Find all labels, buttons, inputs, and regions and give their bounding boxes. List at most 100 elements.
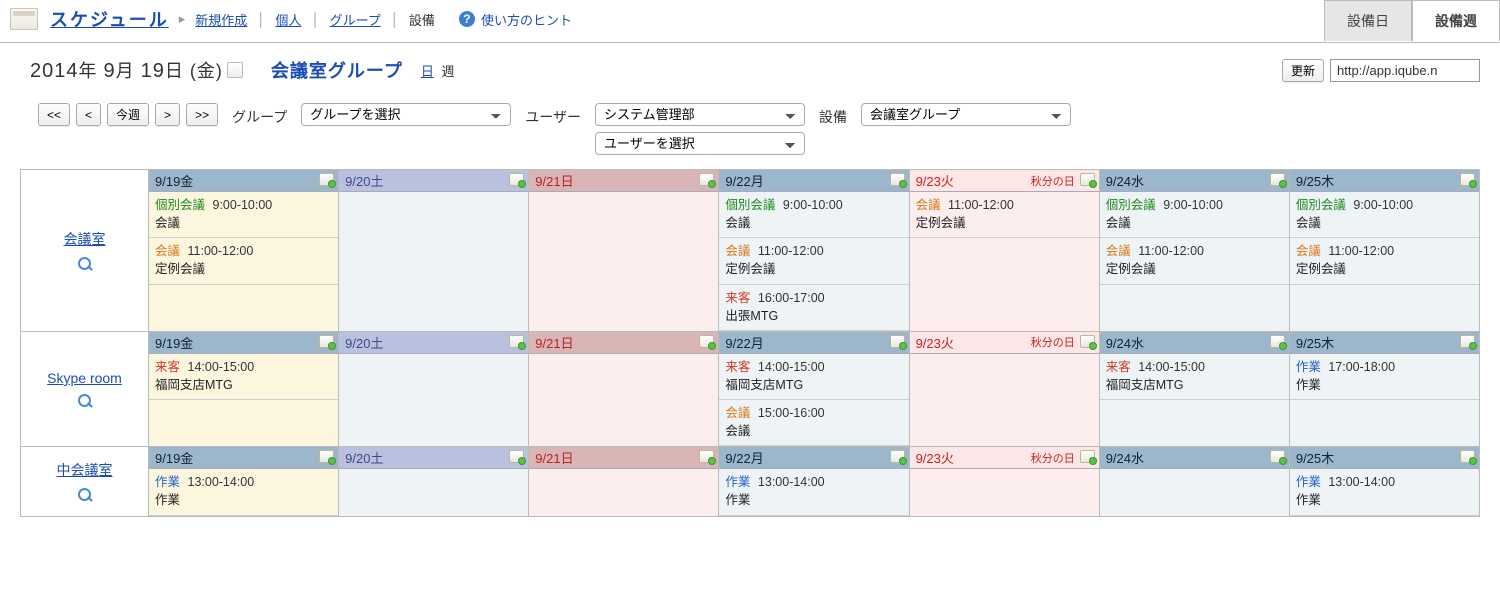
event[interactable]: 来客 14:00-15:00福岡支店MTG [149, 354, 338, 400]
event[interactable]: 作業 13:00-14:00作業 [149, 469, 338, 515]
day-column: 9/19金来客 14:00-15:00福岡支店MTG [149, 332, 339, 448]
add-event-icon[interactable] [1460, 173, 1475, 186]
url-field[interactable]: http://app.iqube.n [1330, 59, 1480, 82]
add-event-icon[interactable] [319, 450, 334, 463]
add-event-icon[interactable] [890, 335, 905, 348]
facility-select[interactable]: 会議室グループ [861, 103, 1071, 126]
day-header: 9/22月 [719, 447, 908, 469]
add-event-icon[interactable] [890, 450, 905, 463]
nav-today[interactable]: 今週 [107, 103, 149, 126]
nav-last[interactable]: >> [186, 103, 218, 126]
room-link[interactable]: 会議室 [64, 229, 106, 249]
user-dept-select[interactable]: システム管理部 [595, 103, 805, 126]
event[interactable]: 会議 11:00-12:00定例会議 [1290, 238, 1479, 284]
add-event-icon[interactable] [1460, 335, 1475, 348]
add-event-icon[interactable] [1080, 335, 1095, 348]
event[interactable]: 会議 11:00-12:00定例会議 [910, 192, 1099, 238]
topbar: スケジュール ▸ 新規作成 │ 個人 │ グループ │ 設備 ? 使い方のヒント… [0, 0, 1500, 43]
day-header: 9/25木 [1290, 332, 1479, 354]
event-time: 11:00-12:00 [1135, 244, 1204, 258]
add-event-icon[interactable] [1270, 335, 1285, 348]
add-event-icon[interactable] [699, 173, 714, 186]
event-time: 16:00-17:00 [754, 291, 824, 305]
event-time: 17:00-18:00 [1325, 360, 1395, 374]
add-event-icon[interactable] [1270, 173, 1285, 186]
day-body: 個別会議 9:00-10:00会議会議 11:00-12:00定例会議 [1100, 192, 1289, 331]
event[interactable]: 会議 11:00-12:00定例会議 [149, 238, 338, 284]
event-time: 9:00-10:00 [209, 198, 272, 212]
event[interactable]: 会議 15:00-16:00会議 [719, 400, 908, 446]
event-tag: 個別会議 [1296, 198, 1346, 212]
add-event-icon[interactable] [1080, 173, 1095, 186]
add-event-icon[interactable] [509, 335, 524, 348]
day-column: 9/24水個別会議 9:00-10:00会議会議 11:00-12:00定例会議 [1100, 170, 1290, 332]
day-header: 9/22月 [719, 332, 908, 354]
add-event-icon[interactable] [699, 335, 714, 348]
event[interactable]: 来客 14:00-15:00福岡支店MTG [1100, 354, 1289, 400]
nav-prev[interactable]: < [76, 103, 101, 126]
search-icon[interactable] [78, 488, 92, 502]
event[interactable]: 会議 11:00-12:00定例会議 [719, 238, 908, 284]
day-column: 9/19金作業 13:00-14:00作業 [149, 447, 339, 516]
day-body: 個別会議 9:00-10:00会議会議 11:00-12:00定例会議来客 16… [719, 192, 908, 331]
group-select[interactable]: グループを選択 [301, 103, 511, 126]
add-event-icon[interactable] [699, 450, 714, 463]
add-event-icon[interactable] [319, 335, 334, 348]
add-event-icon[interactable] [319, 173, 334, 186]
tab-facility-day[interactable]: 設備日 [1324, 0, 1412, 41]
day-label: 9/21日 [535, 333, 573, 352]
nav-personal[interactable]: 個人 [275, 10, 301, 29]
calendar-icon [10, 8, 38, 30]
day-header: 9/19金 [149, 170, 338, 192]
day-label: 9/22月 [725, 171, 763, 190]
day-label: 9/19金 [155, 448, 193, 467]
event[interactable]: 会議 11:00-12:00定例会議 [1100, 238, 1289, 284]
add-event-icon[interactable] [1460, 450, 1475, 463]
event[interactable]: 来客 14:00-15:00福岡支店MTG [719, 354, 908, 400]
event[interactable]: 個別会議 9:00-10:00会議 [1100, 192, 1289, 238]
event-tag: 会議 [1106, 244, 1131, 258]
day-label: 9/25木 [1296, 171, 1334, 190]
add-event-icon[interactable] [890, 173, 905, 186]
view-toggle: 日 週 [421, 61, 455, 80]
day-column: 9/19金個別会議 9:00-10:00会議会議 11:00-12:00定例会議 [149, 170, 339, 332]
event[interactable]: 個別会議 9:00-10:00会議 [1290, 192, 1479, 238]
room-link[interactable]: Skype room [47, 370, 122, 386]
user-select[interactable]: ユーザーを選択 [595, 132, 805, 155]
search-icon[interactable] [78, 394, 92, 408]
nav-next[interactable]: > [155, 103, 180, 126]
day-label: 9/23火 [916, 333, 954, 352]
update-button[interactable]: 更新 [1282, 59, 1324, 82]
add-event-icon[interactable] [1270, 450, 1285, 463]
add-event-icon[interactable] [509, 173, 524, 186]
room-link[interactable]: 中会議室 [57, 460, 113, 480]
day-body [339, 469, 528, 515]
day-label: 9/24水 [1106, 171, 1144, 190]
datepicker-icon[interactable] [227, 62, 243, 78]
day-column: 9/25木作業 17:00-18:00作業 [1290, 332, 1480, 448]
event-time: 14:00-15:00 [184, 360, 254, 374]
day-label: 9/25木 [1296, 333, 1334, 352]
nav-group[interactable]: グループ [330, 10, 381, 29]
day-column: 9/23火秋分の日 [910, 332, 1100, 448]
nav-new[interactable]: 新規作成 [195, 10, 247, 29]
event[interactable]: 個別会議 9:00-10:00会議 [719, 192, 908, 238]
day-body: 会議 11:00-12:00定例会議 [910, 192, 1099, 331]
day-header: 9/24水 [1100, 332, 1289, 354]
hint-link[interactable]: ? 使い方のヒント [459, 10, 572, 29]
nav-schedule[interactable]: スケジュール [50, 6, 169, 32]
tab-facility-week[interactable]: 設備週 [1412, 0, 1500, 41]
add-event-icon[interactable] [1080, 450, 1095, 463]
search-icon[interactable] [78, 257, 92, 271]
event-tag: 来客 [155, 360, 180, 374]
event[interactable]: 作業 17:00-18:00作業 [1290, 354, 1479, 400]
day-body [910, 469, 1099, 515]
event[interactable]: 作業 13:00-14:00作業 [1290, 469, 1479, 515]
add-event-icon[interactable] [509, 450, 524, 463]
day-header: 9/23火秋分の日 [910, 170, 1099, 192]
view-day-link[interactable]: 日 [421, 64, 434, 79]
event[interactable]: 個別会議 9:00-10:00会議 [149, 192, 338, 238]
event[interactable]: 来客 16:00-17:00出張MTG [719, 285, 908, 331]
event[interactable]: 作業 13:00-14:00作業 [719, 469, 908, 515]
nav-first[interactable]: << [38, 103, 70, 126]
